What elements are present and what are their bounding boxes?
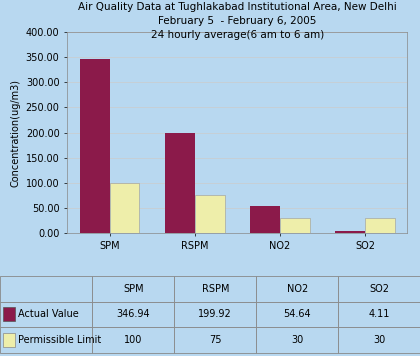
Text: 54.64: 54.64: [284, 309, 311, 319]
Text: Air Quality Data at Tughlakabad Institutional Area, New Delhi
February 5  - Febr: Air Quality Data at Tughlakabad Institut…: [78, 2, 396, 40]
Y-axis label: Concentration(ug/m3): Concentration(ug/m3): [10, 79, 20, 187]
Bar: [80, 59, 110, 233]
Bar: [280, 218, 310, 233]
Text: 75: 75: [209, 335, 221, 345]
Text: 4.11: 4.11: [368, 309, 390, 319]
Bar: [250, 206, 280, 233]
Bar: [335, 231, 365, 233]
Text: 199.92: 199.92: [198, 309, 232, 319]
Text: 30: 30: [291, 335, 303, 345]
Text: RSPM: RSPM: [202, 284, 229, 294]
Bar: [165, 133, 195, 233]
Text: NO2: NO2: [286, 284, 308, 294]
Bar: [195, 195, 225, 233]
Text: SPM: SPM: [123, 284, 144, 294]
Text: SO2: SO2: [369, 284, 389, 294]
Text: 30: 30: [373, 335, 385, 345]
Bar: [110, 183, 139, 233]
Text: Permissible Limit: Permissible Limit: [18, 335, 102, 345]
Bar: [365, 218, 395, 233]
Text: 100: 100: [124, 335, 142, 345]
Text: 346.94: 346.94: [116, 309, 150, 319]
Text: Actual Value: Actual Value: [18, 309, 79, 319]
